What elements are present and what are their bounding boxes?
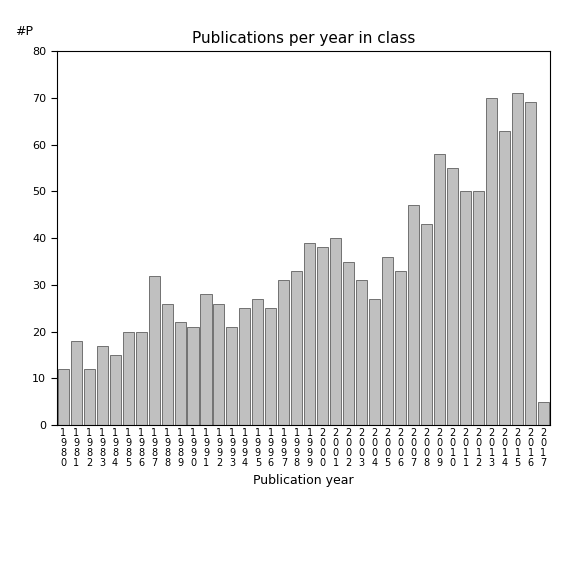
Bar [395, 271, 406, 425]
Bar [162, 304, 172, 425]
Bar [512, 93, 523, 425]
Bar [421, 224, 432, 425]
Bar [343, 261, 354, 425]
Bar [96, 346, 108, 425]
Title: Publications per year in class: Publications per year in class [192, 31, 415, 46]
Bar [213, 304, 225, 425]
Bar [331, 238, 341, 425]
Bar [318, 247, 328, 425]
Bar [265, 308, 276, 425]
Bar [201, 294, 211, 425]
Bar [188, 327, 198, 425]
Bar [408, 205, 419, 425]
Bar [460, 191, 471, 425]
Bar [304, 243, 315, 425]
Bar [122, 332, 134, 425]
Bar [175, 322, 185, 425]
Text: #P: #P [15, 25, 33, 38]
Bar [226, 327, 238, 425]
Bar [291, 271, 302, 425]
Bar [382, 257, 393, 425]
Bar [447, 168, 458, 425]
Bar [356, 280, 367, 425]
Bar [486, 98, 497, 425]
Bar [109, 355, 121, 425]
Bar [58, 369, 69, 425]
Bar [71, 341, 82, 425]
X-axis label: Publication year: Publication year [253, 473, 354, 486]
Bar [239, 308, 251, 425]
Bar [473, 191, 484, 425]
Bar [434, 154, 445, 425]
Bar [149, 276, 159, 425]
Bar [278, 280, 289, 425]
Bar [84, 369, 95, 425]
Bar [369, 299, 380, 425]
Bar [525, 103, 536, 425]
Bar [538, 402, 549, 425]
Bar [499, 130, 510, 425]
Bar [136, 332, 147, 425]
Bar [252, 299, 264, 425]
